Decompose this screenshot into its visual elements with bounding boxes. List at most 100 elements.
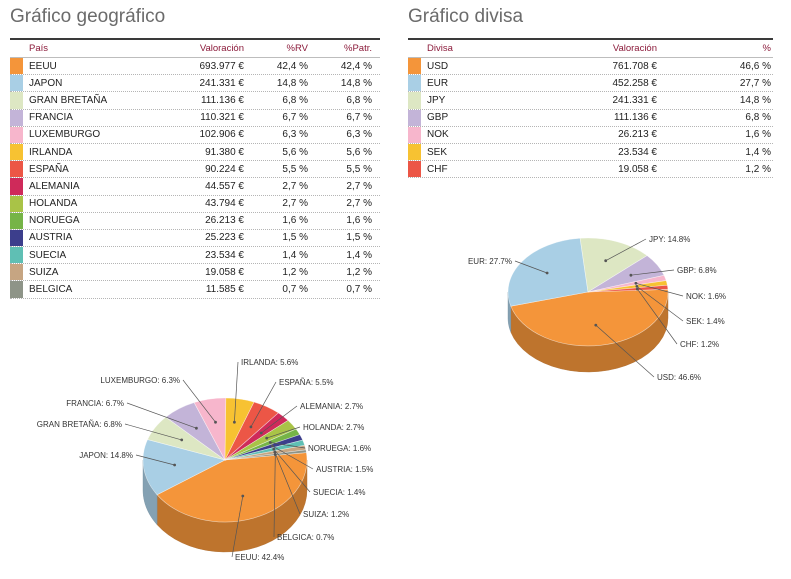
data-label: GBP: 6.8% <box>677 266 717 275</box>
valuation-cell: 761.708 € <box>612 60 658 72</box>
table-row: NOK 26.213 € 1,6 % <box>408 126 773 144</box>
data-label: GRAN BRETAÑA: 6.8% <box>37 420 122 429</box>
color-swatch <box>10 247 23 264</box>
rv-cell: 1,4 % <box>282 249 308 261</box>
valuation-cell: 19.058 € <box>618 163 657 175</box>
color-swatch <box>10 229 23 247</box>
pie-slice <box>156 452 308 523</box>
country-name: IRLANDA <box>29 146 73 158</box>
country-name: LUXEMBURGO <box>29 129 101 141</box>
data-label: SUECIA: 1.4% <box>313 488 365 497</box>
leader-dot <box>173 463 177 467</box>
pie-slice <box>579 237 648 293</box>
country-name: EEUU <box>29 60 57 72</box>
rv-cell: 1,5 % <box>282 232 308 244</box>
rv-cell: 5,6 % <box>282 146 308 158</box>
rv-cell: 0,7 % <box>282 284 308 296</box>
data-label: ALEMANIA: 2.7% <box>300 402 363 411</box>
pct-cell: 27,7 % <box>739 77 771 89</box>
data-label: CHF: 1.2% <box>680 340 719 349</box>
data-label: HOLANDA: 2.7% <box>303 423 364 432</box>
data-label: ESPAÑA: 5.5% <box>279 378 334 387</box>
leader-line <box>636 286 684 322</box>
color-swatch <box>10 178 23 195</box>
leader-dot <box>180 438 184 442</box>
table-row: HOLANDA 43.794 € 2,7 % 2,7 % <box>10 195 380 213</box>
pie-slice <box>142 439 226 496</box>
leader-line <box>605 238 647 262</box>
table-row: BELGICA 11.585 € 0,7 % 0,7 % <box>10 281 380 299</box>
pie-chart-0: EEUU: 42.4% JAPON: 14.8% GRAN BRETAÑA: 6.8… <box>37 358 374 562</box>
patr-cell: 6,7 % <box>346 112 372 124</box>
currency-name: GBP <box>427 112 449 124</box>
table-row: SUIZA 19.058 € 1,2 % 1,2 % <box>10 264 380 282</box>
leader-line <box>273 448 311 493</box>
rv-cell: 2,7 % <box>282 198 308 210</box>
leader-dot <box>635 285 639 288</box>
color-swatch <box>10 143 23 161</box>
patr-cell: 0,7 % <box>346 284 372 296</box>
leader-line <box>272 445 314 470</box>
table-row: CHF 19.058 € 1,2 % <box>408 161 773 179</box>
valuation-cell: 43.794 € <box>205 198 244 210</box>
data-label: USD: 46.6% <box>657 373 701 382</box>
leader-dot <box>265 436 269 440</box>
patr-cell: 6,3 % <box>346 129 372 141</box>
valuation-cell: 11.585 € <box>205 284 244 296</box>
valuation-cell: 23.534 € <box>205 249 244 261</box>
color-swatch <box>10 75 23 92</box>
valuation-cell: 693.977 € <box>199 60 245 72</box>
color-swatch <box>10 58 23 75</box>
valuation-cell: 19.058 € <box>205 266 244 278</box>
patr-cell: 42,4 % <box>340 60 372 72</box>
country-name: HOLANDA <box>29 198 78 210</box>
leader-line <box>182 379 216 423</box>
patr-cell: 5,6 % <box>346 146 372 158</box>
data-label: JPY: 14.8% <box>649 235 690 244</box>
leader-dot <box>268 441 272 444</box>
table-row: IRLANDA 91.380 € 5,6 % 5,6 % <box>10 143 380 162</box>
country-name: NORUEGA <box>29 215 80 227</box>
patr-cell: 2,7 % <box>346 198 372 210</box>
leader-line <box>270 442 306 449</box>
currency-name: NOK <box>427 129 449 141</box>
table-row: JPY 241.331 € 14,8 % <box>408 92 773 110</box>
leader-line <box>273 454 276 538</box>
currency-name: EUR <box>427 77 449 89</box>
patr-cell: 1,6 % <box>346 215 372 227</box>
color-swatch <box>10 109 23 126</box>
valuation-cell: 111.136 € <box>200 94 244 106</box>
data-label: NOK: 1.6% <box>686 292 726 301</box>
color-swatch <box>408 143 421 161</box>
leader-line <box>637 288 678 345</box>
rv-cell: 6,7 % <box>282 112 308 124</box>
patr-cell: 2,7 % <box>346 180 372 192</box>
leader-dot <box>545 271 549 275</box>
leader-dot <box>594 323 598 327</box>
valuation-cell: 241.331 € <box>612 94 658 106</box>
table-row: USD 761.708 € 46,6 % <box>408 58 773 76</box>
pie-slice <box>224 449 307 461</box>
pct-cell: 1,4 % <box>745 146 771 158</box>
leader-dot <box>259 431 263 435</box>
country-name: FRANCIA <box>29 112 73 124</box>
patr-cell: 5,5 % <box>346 163 372 175</box>
rv-cell: 1,6 % <box>282 215 308 227</box>
geo-title: Gráfico geográfico <box>10 6 166 27</box>
valuation-cell: 23.534 € <box>618 146 657 158</box>
valuation-cell: 90.224 € <box>205 163 244 175</box>
country-name: GRAN BRETAÑA <box>29 94 108 106</box>
data-label: FRANCIA: 6.7% <box>66 399 124 408</box>
leader-dot <box>273 450 277 454</box>
header-pais: País <box>29 43 49 54</box>
pct-cell: 1,2 % <box>745 163 771 175</box>
patr-cell: 14,8 % <box>340 77 372 89</box>
leader-line <box>126 402 197 429</box>
table-row: JAPON 241.331 € 14,8 % 14,8 % <box>10 75 380 93</box>
table-row: SUECIA 23.534 € 1,4 % 1,4 % <box>10 247 380 265</box>
header-pct: % <box>762 43 771 54</box>
leader-dot <box>272 447 276 451</box>
color-swatch <box>408 92 421 109</box>
patr-cell: 1,2 % <box>346 266 372 278</box>
rv-cell: 1,2 % <box>282 266 308 278</box>
